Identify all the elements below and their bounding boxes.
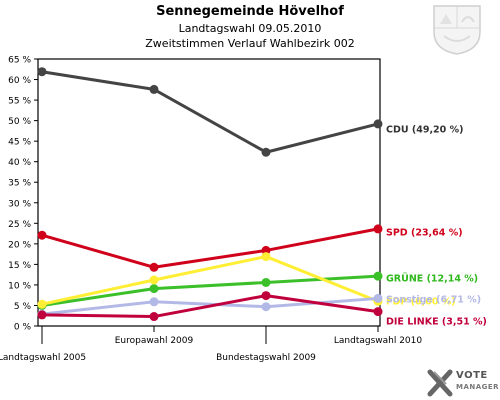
data-point-cdu: [261, 147, 271, 157]
data-point-gr-ne: [373, 271, 383, 281]
data-point-spd: [37, 230, 47, 240]
data-point-spd: [373, 224, 383, 234]
chart-title: Sennegemeinde Hövelhof: [156, 4, 344, 19]
y-tick-label: 20 %: [8, 240, 31, 250]
series-label-cdu: CDU (49,20 %): [386, 125, 463, 136]
y-tick-label: 60 %: [8, 76, 31, 86]
data-point-sonstige: [261, 302, 271, 312]
series-line-spd: [41, 227, 379, 269]
series-label-fdp: FDP (6,00 %): [386, 297, 456, 308]
data-point-cdu: [149, 84, 159, 94]
y-tick-label: 0 %: [14, 323, 32, 333]
data-point-fdp: [261, 252, 271, 262]
x-tick-label: Bundestagswahl 2009: [216, 353, 316, 363]
series-line-die-linke: [41, 294, 379, 319]
y-tick-label: 25 %: [8, 220, 31, 230]
data-point-cdu: [373, 119, 383, 129]
data-point-die-linke: [261, 291, 271, 301]
data-point-cdu: [37, 67, 47, 77]
y-tick-label: 65 %: [8, 56, 31, 66]
data-point-gr-ne: [261, 277, 271, 287]
y-tick-label: 40 %: [8, 158, 31, 168]
series-line-cdu: [41, 70, 379, 154]
y-tick-label: 50 %: [8, 117, 31, 127]
coat-of-arms-icon: [433, 5, 481, 55]
data-point-die-linke: [373, 307, 383, 317]
plot-area: [37, 58, 381, 327]
y-tick-label: 35 %: [8, 179, 31, 189]
data-point-spd: [149, 262, 159, 272]
logo-text-manager: MANAGER: [456, 383, 500, 391]
data-point-die-linke: [149, 312, 159, 322]
y-tick-label: 30 %: [8, 199, 31, 209]
vote-manager-logo-icon: [427, 369, 453, 397]
y-tick-label: 55 %: [8, 97, 31, 107]
series-label-sonstige: Sonstige (6,71 %): [386, 295, 481, 306]
series-line-fdp: [41, 255, 379, 306]
chart-subtitle-election: Landtagswahl 09.05.2010: [178, 22, 322, 35]
data-point-die-linke: [37, 310, 47, 320]
y-tick-label: 5 %: [14, 302, 32, 312]
y-tick-label: 15 %: [8, 261, 31, 271]
chart-subtitle-district: Zweitstimmen Verlauf Wahlbezirk 002: [145, 37, 355, 50]
logo-text-vote: VOTE: [456, 370, 488, 381]
data-point-sonstige: [149, 297, 159, 307]
x-tick-label: Landtagswahl 2010: [334, 336, 423, 346]
series-label-die-linke: DIE LINKE (3,51 %): [386, 317, 487, 328]
x-tick-label: Europawahl 2009: [115, 336, 194, 346]
series-label-spd: SPD (23,64 %): [386, 228, 463, 239]
data-point-fdp: [37, 299, 47, 309]
series-label-gr-ne: GRÜNE (12,14 %): [386, 274, 478, 285]
x-tick-label: Landtagswahl 2005: [0, 353, 86, 363]
y-tick-label: 45 %: [8, 138, 31, 148]
data-point-sonstige: [373, 293, 383, 303]
data-point-fdp: [149, 275, 159, 285]
data-point-spd: [261, 245, 271, 255]
data-point-gr-ne: [149, 284, 159, 294]
y-tick-label: 10 %: [8, 281, 31, 291]
